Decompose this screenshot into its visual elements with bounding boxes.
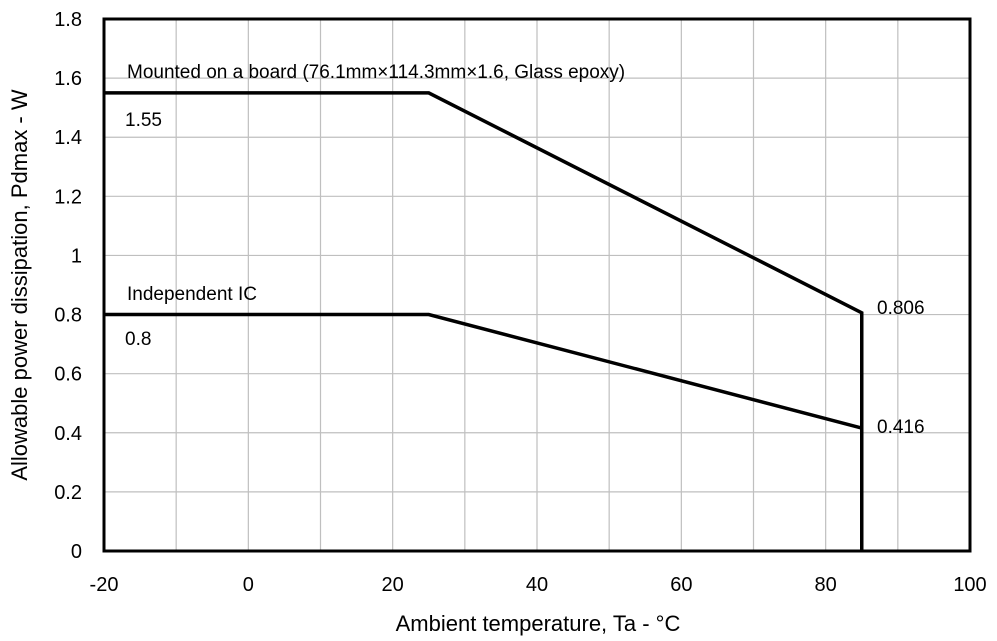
x-tick-label: 100 bbox=[953, 574, 986, 596]
gridlines bbox=[104, 19, 970, 551]
x-tick-label: -20 bbox=[90, 574, 119, 596]
y-tick-label: 0 bbox=[71, 541, 82, 563]
annotation-0-806: 0.806 bbox=[877, 298, 925, 319]
y-tick-label: 0.4 bbox=[54, 423, 82, 445]
annotation-0-416: 0.416 bbox=[877, 417, 925, 438]
y-tick-label: 1 bbox=[71, 245, 82, 267]
series-label-ic: Independent IC bbox=[127, 284, 257, 305]
y-tick-labels: 0 0.2 0.4 0.6 0.8 1 1.2 1.4 1.6 1.8 bbox=[54, 9, 82, 563]
y-tick-label: 0.6 bbox=[54, 364, 82, 386]
annotation-0-8: 0.8 bbox=[125, 329, 151, 350]
x-tick-labels: -20 0 20 40 60 80 100 bbox=[90, 574, 987, 596]
x-tick-label: 80 bbox=[815, 574, 837, 596]
annotations: Mounted on a board (76.1mm×114.3mm×1.6, … bbox=[125, 62, 925, 438]
series-line-independent-ic bbox=[104, 312, 864, 551]
series-line-board bbox=[104, 91, 864, 551]
y-tick-label: 1.4 bbox=[54, 127, 82, 149]
x-tick-label: 60 bbox=[670, 574, 692, 596]
y-tick-label: 1.8 bbox=[54, 9, 82, 31]
x-axis-title: Ambient temperature, Ta - °C bbox=[396, 611, 681, 636]
series-lines bbox=[104, 91, 864, 551]
series-label-board: Mounted on a board (76.1mm×114.3mm×1.6, … bbox=[127, 62, 625, 83]
x-tick-label: 40 bbox=[526, 574, 548, 596]
y-tick-label: 0.8 bbox=[54, 305, 82, 327]
plot-frame bbox=[102, 17, 972, 553]
y-tick-label: 1.2 bbox=[54, 186, 82, 208]
x-tick-label: 20 bbox=[382, 574, 404, 596]
y-tick-label: 0.2 bbox=[54, 482, 82, 504]
annotation-1-55: 1.55 bbox=[125, 110, 162, 131]
y-axis-title: Allowable power dissipation, Pdmax - W bbox=[7, 89, 32, 481]
y-tick-label: 1.6 bbox=[54, 68, 82, 90]
x-tick-label: 0 bbox=[243, 574, 254, 596]
